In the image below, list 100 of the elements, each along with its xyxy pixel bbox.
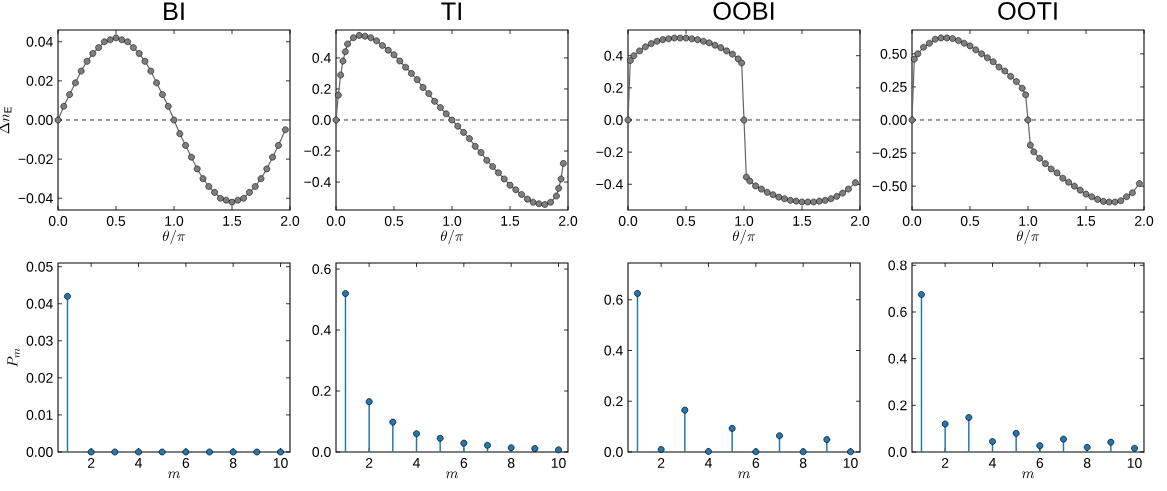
point: [787, 197, 794, 204]
point: [657, 446, 665, 453]
point: [164, 102, 172, 110]
x-tick-label: 1.5: [223, 216, 242, 226]
point: [396, 57, 404, 65]
x-axis-title: $m$: [446, 471, 458, 479]
point: [1123, 193, 1130, 201]
x-tick-label: 1.0: [735, 216, 754, 226]
point: [182, 142, 189, 149]
point: [769, 191, 777, 199]
point: [1042, 160, 1049, 167]
point: [466, 135, 473, 142]
point: [350, 34, 357, 42]
chart-title: OOTI: [998, 2, 1057, 20]
point: [408, 70, 415, 77]
y-tick-label: 0.2: [604, 82, 623, 93]
point: [1088, 193, 1096, 201]
point: [758, 185, 765, 193]
y-tick-label: 0.05: [26, 261, 53, 272]
y-tick-label: 0.4: [888, 353, 907, 364]
x-tick-label: 4: [988, 458, 996, 468]
point: [926, 39, 933, 47]
point: [454, 122, 462, 130]
point: [1076, 186, 1084, 194]
point: [711, 41, 719, 49]
point: [833, 192, 841, 200]
point: [431, 98, 438, 105]
point: [821, 197, 829, 204]
point: [723, 47, 730, 55]
point: [402, 63, 409, 71]
point: [827, 195, 835, 203]
y-tick-label: −0.25: [872, 148, 907, 159]
point: [334, 91, 342, 99]
x-axis-title: $\theta/\pi$: [732, 229, 756, 245]
x-tick-label: 1.5: [793, 216, 812, 226]
point: [553, 192, 560, 200]
point: [193, 165, 201, 173]
x-tick-label: 1.0: [165, 216, 184, 226]
point: [845, 185, 852, 193]
x-tick-label: 2.0: [1134, 216, 1154, 226]
point: [746, 177, 754, 185]
point: [810, 198, 817, 206]
x-tick-label: 8: [507, 458, 515, 468]
x-tick-label: 4: [704, 458, 712, 468]
point: [931, 35, 939, 43]
point: [342, 290, 349, 297]
x-tick-label: 1.0: [1019, 216, 1038, 226]
point: [1022, 91, 1030, 99]
point: [95, 44, 102, 51]
point: [118, 36, 126, 44]
y-tick-label: 0.6: [604, 294, 623, 305]
point: [437, 104, 444, 111]
x-tick-label: 0.5: [960, 216, 980, 226]
point: [460, 439, 468, 447]
point: [1129, 189, 1136, 197]
point: [101, 38, 108, 46]
point: [816, 197, 823, 205]
point: [555, 184, 563, 192]
point: [1065, 178, 1072, 186]
point: [531, 445, 539, 453]
point: [367, 34, 375, 42]
point: [852, 179, 859, 186]
point: [937, 34, 945, 42]
point: [1082, 190, 1090, 198]
x-tick-label: 6: [460, 458, 468, 468]
point: [634, 290, 641, 297]
point: [1094, 196, 1101, 203]
y-tick-label: 0.00: [880, 115, 907, 125]
point: [978, 50, 985, 58]
point: [500, 175, 508, 183]
y-tick-label: −0.4: [304, 177, 331, 188]
y-tick-label: 0.2: [888, 400, 907, 411]
point: [477, 149, 485, 156]
y-tick-label: 0.04: [26, 298, 53, 309]
point: [263, 165, 271, 173]
point: [671, 34, 678, 42]
point: [339, 57, 347, 65]
point: [529, 198, 537, 206]
x-tick-label: 8: [229, 458, 237, 468]
point: [682, 34, 690, 42]
point: [728, 424, 736, 432]
point: [1100, 198, 1107, 205]
point: [1136, 180, 1143, 187]
x-tick-label: 2: [941, 458, 949, 468]
y-axis-title: $P_m$: [7, 348, 20, 367]
x-axis-title: $\theta/\pi$: [162, 229, 186, 245]
point: [275, 142, 282, 149]
point: [941, 420, 949, 428]
point: [729, 50, 736, 58]
point: [804, 198, 812, 206]
y-tick-label: 0.4: [604, 50, 623, 61]
x-tick-label: 0.0: [326, 216, 346, 226]
point: [1036, 155, 1043, 162]
y-tick-label: 0.4: [312, 52, 331, 63]
point: [506, 181, 514, 189]
point: [1007, 72, 1014, 80]
x-tick-label: 0.5: [676, 216, 696, 226]
point: [1013, 78, 1020, 85]
chart-title: BI: [164, 2, 184, 20]
point: [419, 84, 427, 91]
